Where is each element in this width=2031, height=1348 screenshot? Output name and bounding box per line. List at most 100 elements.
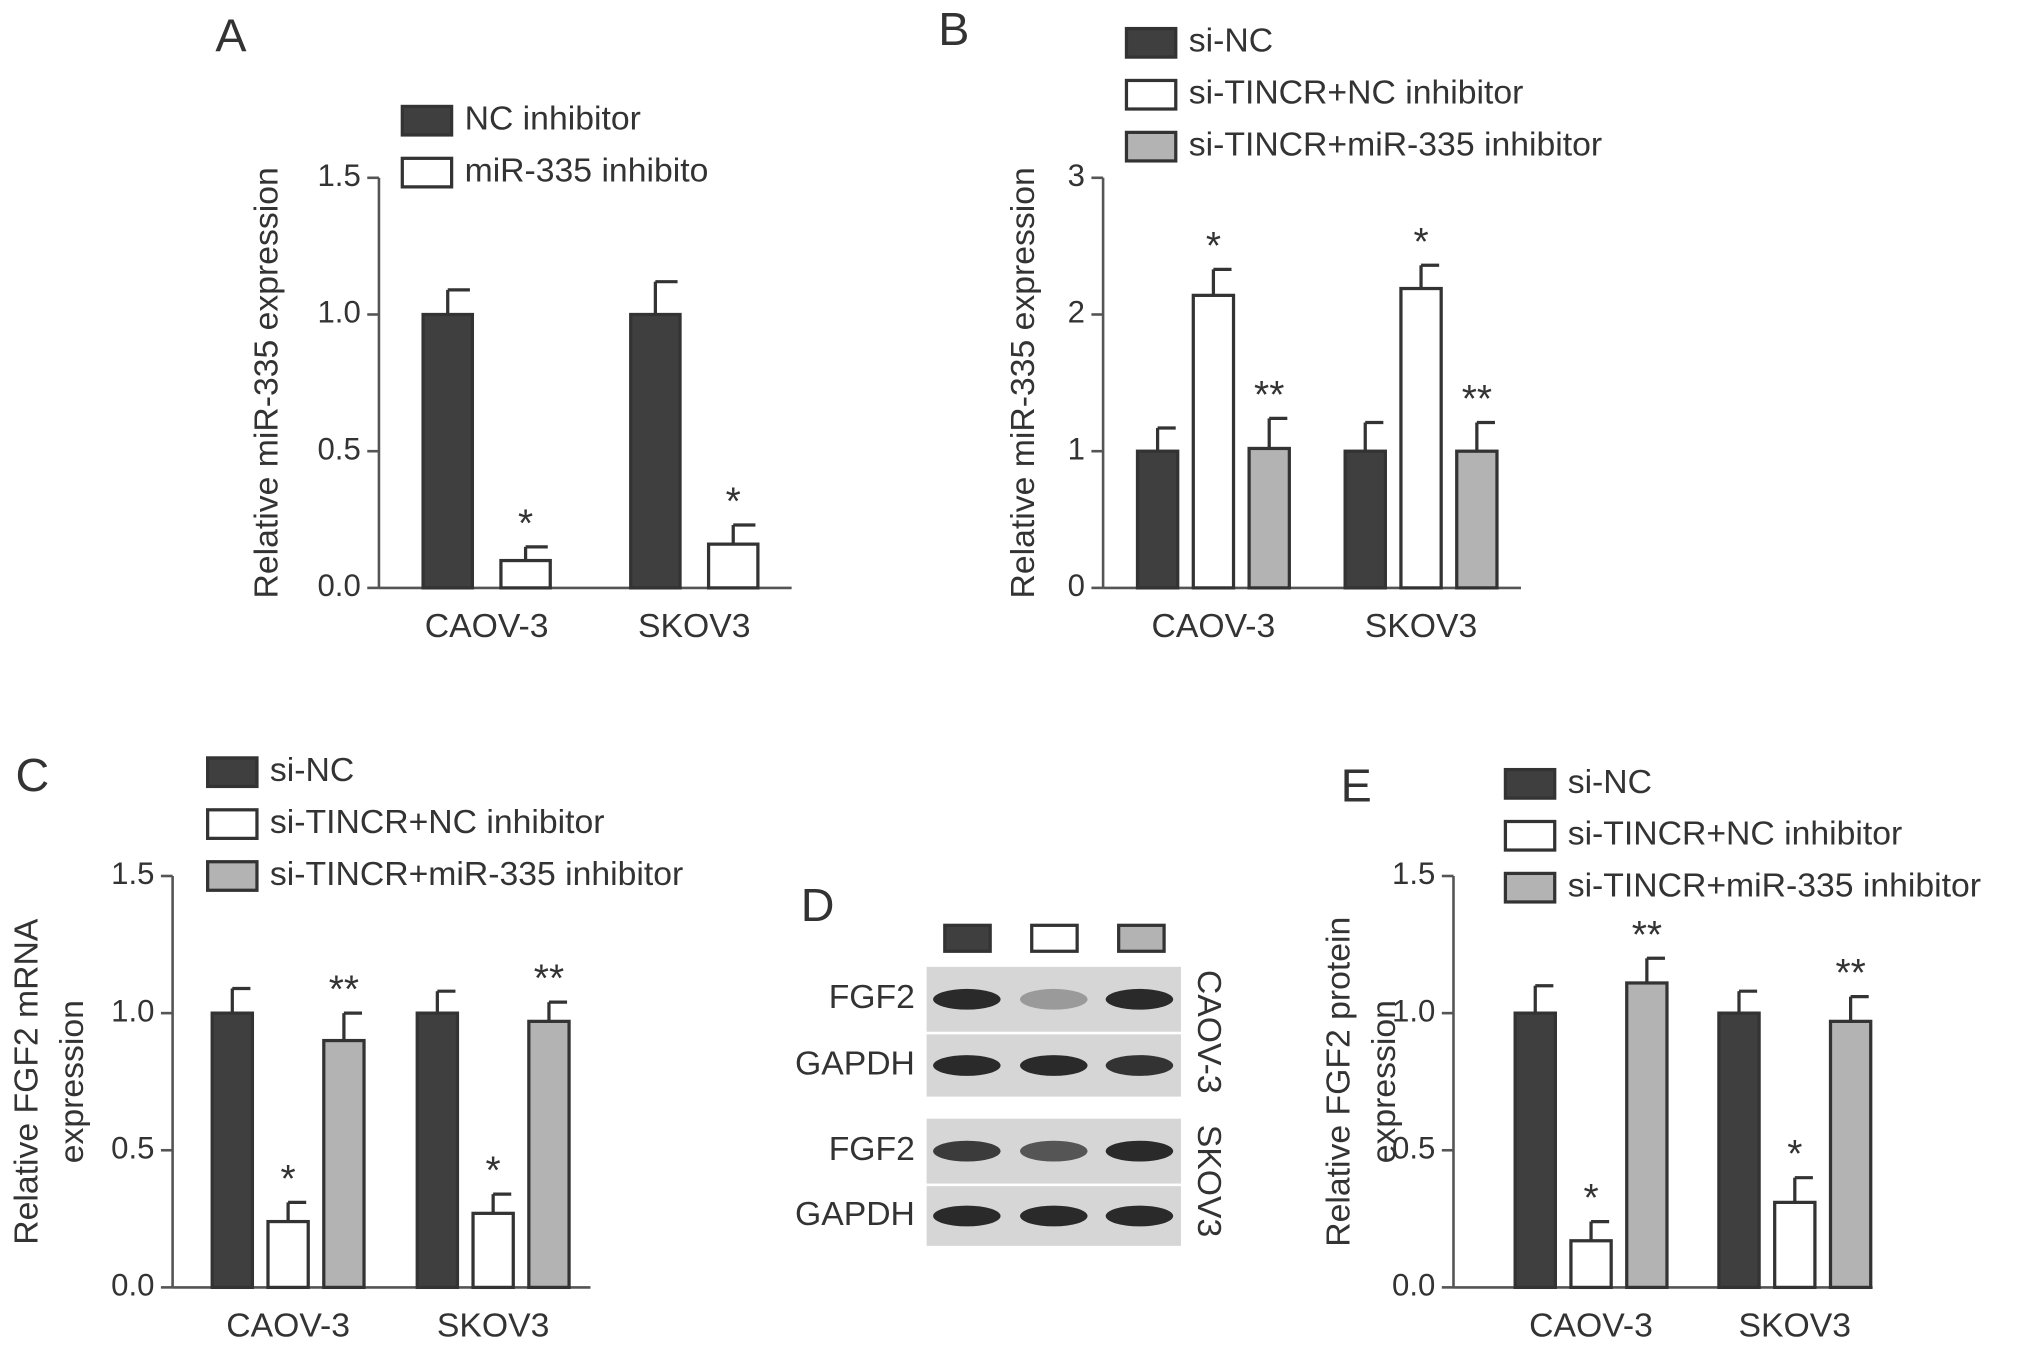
blot-row-label: FGF2 bbox=[829, 978, 915, 1016]
panel-label: D bbox=[801, 879, 835, 931]
legend-label: miR-335 inhibito bbox=[465, 152, 709, 190]
bar bbox=[415, 1011, 460, 1290]
blot-band bbox=[1105, 1205, 1174, 1227]
y-tick-label: 0.0 bbox=[1392, 1268, 1435, 1303]
significance: ** bbox=[1462, 378, 1492, 421]
blot-band bbox=[1105, 988, 1174, 1010]
bar bbox=[1247, 446, 1291, 590]
x-tick-label: CAOV-3 bbox=[226, 1307, 350, 1345]
legend-swatch bbox=[206, 808, 259, 840]
legend-swatch bbox=[1124, 78, 1178, 111]
legend-label: si-NC bbox=[1189, 22, 1273, 60]
bar bbox=[1569, 1239, 1613, 1290]
bar bbox=[471, 1211, 515, 1290]
bar bbox=[210, 1011, 255, 1290]
lane-key bbox=[1117, 923, 1166, 953]
bar bbox=[706, 542, 760, 590]
x-tick-label: CAOV-3 bbox=[1529, 1307, 1653, 1345]
blot-row-label: FGF2 bbox=[829, 1130, 915, 1168]
bar bbox=[1343, 449, 1387, 590]
significance: * bbox=[281, 1158, 296, 1201]
legend-swatch bbox=[1503, 767, 1557, 800]
significance: * bbox=[1206, 225, 1221, 268]
legend-swatch bbox=[1124, 130, 1178, 163]
bar bbox=[1773, 1200, 1817, 1290]
significance: ** bbox=[329, 969, 359, 1012]
y-tick-label: 1 bbox=[1068, 431, 1085, 466]
blot-band bbox=[1105, 1055, 1174, 1076]
blot-band bbox=[933, 988, 1001, 1010]
bar bbox=[629, 312, 682, 590]
y-tick-label: 0.0 bbox=[111, 1268, 154, 1303]
x-tick-label: SKOV3 bbox=[638, 607, 751, 645]
y-axis-label: Relative FGF2 mRNA bbox=[7, 918, 45, 1245]
legend-swatch bbox=[400, 156, 454, 189]
bar bbox=[1191, 293, 1236, 590]
significance: * bbox=[1787, 1133, 1802, 1176]
legend-label: si-TINCR+NC inhibitor bbox=[1568, 815, 1903, 853]
legend-swatch bbox=[400, 104, 454, 137]
y-axis-label: Relative miR-335 expression bbox=[1004, 167, 1042, 598]
significance: * bbox=[486, 1150, 501, 1193]
blot-band bbox=[1105, 1140, 1174, 1162]
x-tick-label: SKOV3 bbox=[1365, 607, 1478, 645]
y-axis-label: Relative miR-335 expression bbox=[248, 167, 286, 598]
y-tick-label: 1.0 bbox=[317, 295, 360, 330]
blot-band bbox=[1020, 1055, 1088, 1076]
panel-label: E bbox=[1341, 759, 1372, 811]
bar bbox=[499, 558, 552, 590]
significance: ** bbox=[534, 958, 564, 1001]
legend-label: si-NC bbox=[270, 751, 354, 789]
bar bbox=[527, 1019, 571, 1290]
lane-key bbox=[943, 923, 992, 953]
legend-label: si-TINCR+NC inhibitor bbox=[270, 803, 605, 841]
y-tick-label: 3 bbox=[1068, 158, 1085, 193]
panel-label: C bbox=[16, 749, 50, 801]
panel-label: A bbox=[215, 9, 247, 61]
bar bbox=[1399, 286, 1443, 590]
y-tick-label: 1.5 bbox=[317, 158, 360, 193]
legend-swatch bbox=[1503, 819, 1557, 852]
blot-band bbox=[933, 1140, 1001, 1162]
legend-swatch bbox=[206, 756, 259, 789]
significance: ** bbox=[1835, 952, 1865, 995]
y-tick-label: 2 bbox=[1068, 295, 1085, 330]
y-axis-label: expression bbox=[53, 1000, 91, 1163]
bar bbox=[1625, 981, 1669, 1290]
y-tick-label: 0.5 bbox=[317, 431, 360, 466]
legend-label: si-TINCR+miR-335 inhibitor bbox=[1189, 126, 1602, 164]
bar bbox=[1717, 1011, 1761, 1290]
y-axis-label: Relative FGF2 protein bbox=[1319, 917, 1357, 1247]
blot-band bbox=[1020, 988, 1088, 1010]
y-tick-label: 0.5 bbox=[111, 1130, 154, 1165]
blot-band bbox=[933, 1055, 1001, 1076]
significance: ** bbox=[1632, 914, 1662, 957]
significance: * bbox=[518, 502, 533, 545]
y-tick-label: 1.0 bbox=[1392, 993, 1435, 1028]
y-tick-label: 0.0 bbox=[317, 568, 360, 603]
bar bbox=[1135, 449, 1180, 590]
x-tick-label: CAOV-3 bbox=[1152, 607, 1276, 645]
x-tick-label: SKOV3 bbox=[437, 1307, 550, 1345]
legend-swatch bbox=[1503, 871, 1557, 904]
blot-band bbox=[933, 1205, 1001, 1227]
lane-key bbox=[1030, 923, 1079, 953]
legend-label: si-TINCR+NC inhibitor bbox=[1189, 74, 1524, 112]
significance: ** bbox=[1254, 374, 1284, 417]
bar bbox=[1455, 449, 1499, 590]
bar bbox=[266, 1219, 310, 1290]
legend-swatch bbox=[1124, 26, 1178, 59]
bar bbox=[1513, 1011, 1557, 1290]
bar bbox=[322, 1038, 366, 1290]
significance: * bbox=[1413, 221, 1428, 264]
legend-label: NC inhibitor bbox=[465, 100, 641, 138]
x-tick-label: SKOV3 bbox=[1739, 1307, 1852, 1345]
blot-band bbox=[1020, 1140, 1088, 1162]
y-tick-label: 1.5 bbox=[1392, 856, 1435, 891]
y-axis-label: expression bbox=[1365, 1000, 1403, 1163]
cell-line-label: CAOV-3 bbox=[1190, 970, 1228, 1094]
legend-label: si-TINCR+miR-335 inhibitor bbox=[270, 855, 683, 893]
panel-label: B bbox=[938, 3, 969, 55]
y-tick-label: 0.5 bbox=[1392, 1130, 1435, 1165]
cell-line-label: SKOV3 bbox=[1190, 1125, 1228, 1238]
